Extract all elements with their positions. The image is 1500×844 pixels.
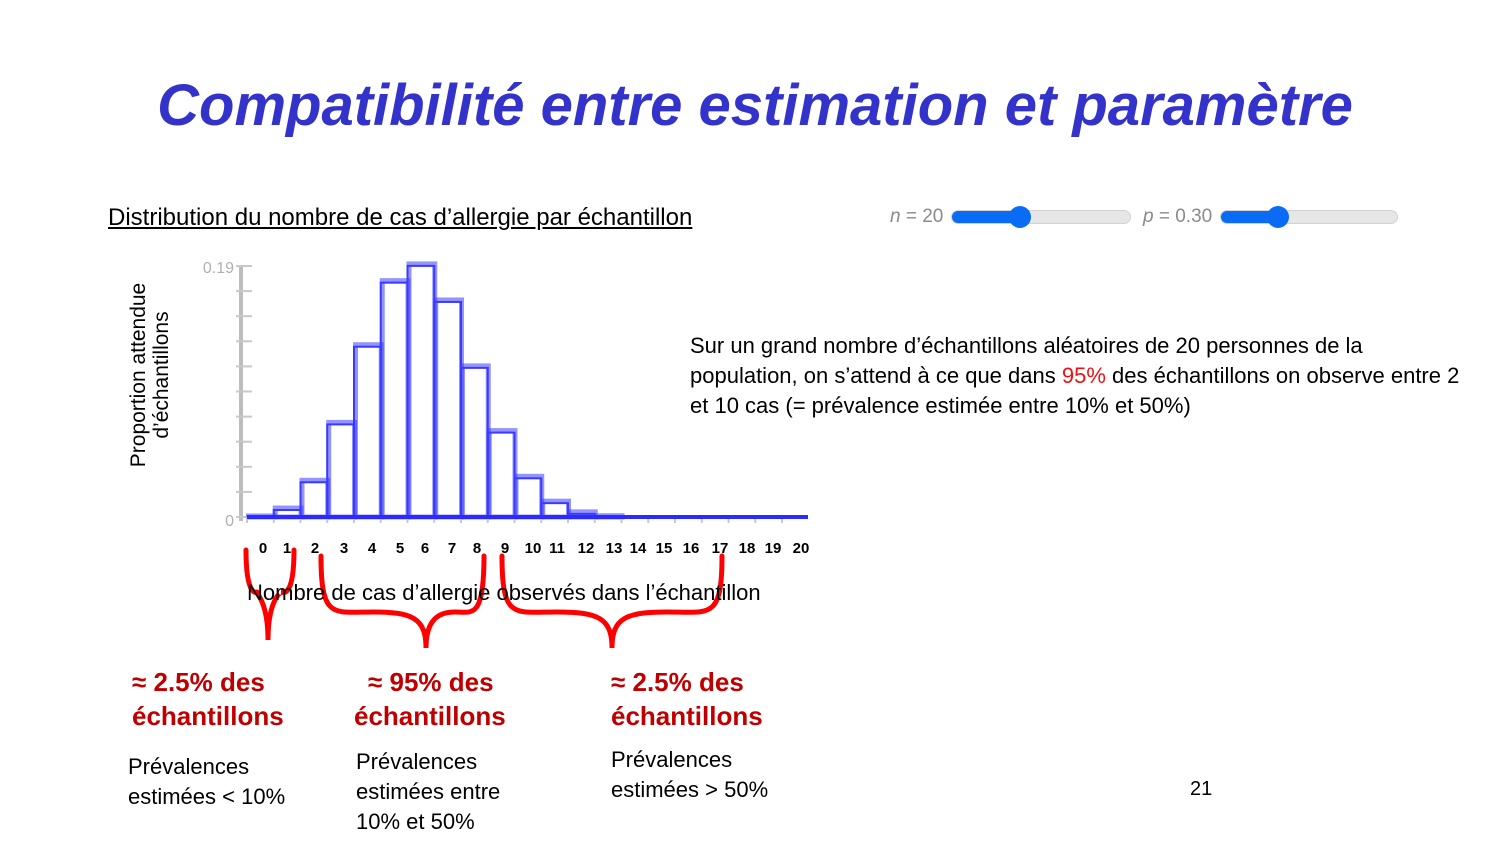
callout-upper-tail: ≈ 2.5% des échantillons (611, 667, 763, 731)
callout-lower-tail: ≈ 2.5% des échantillons (132, 667, 284, 731)
n-slider-thumb[interactable] (1009, 206, 1031, 228)
x-tick-label: 20 (792, 540, 810, 557)
x-tick-label: 10 (524, 540, 542, 557)
note-lower-tail: Prévalences estimées < 10% (128, 754, 286, 809)
explanation-text: Sur un grand nombre d’échantillons aléat… (690, 333, 1460, 418)
x-tick-label: 3 (339, 540, 349, 557)
p-slider-group: p = 0.30 (1143, 206, 1399, 228)
p-slider[interactable] (1220, 206, 1399, 228)
x-tick-label: 2 (310, 540, 320, 557)
n-slider[interactable] (951, 206, 1132, 228)
x-tick-label: 4 (367, 540, 377, 557)
y-axis: 0.19 0 (203, 260, 252, 530)
note-center: Prévalences estimées entre 10% et 50% (356, 749, 501, 834)
x-tick-label: 12 (577, 540, 595, 557)
x-tick-label: 15 (655, 540, 673, 557)
x-tick-label: 7 (447, 540, 457, 557)
x-tick-label: 14 (629, 540, 647, 557)
highlight-95: 95% (1061, 363, 1106, 388)
slide-title: Compatibilité entre estimation et paramè… (157, 73, 1353, 138)
n-slider-group: n = 20 (890, 206, 1132, 228)
svg-text:0.19: 0.19 (203, 260, 234, 277)
x-tick-label: 6 (420, 540, 430, 557)
x-tick-label: 11 (549, 540, 565, 557)
n-slider-label: n = 20 (890, 206, 944, 227)
svg-text:0: 0 (225, 513, 234, 530)
x-tick-label: 0 (258, 540, 268, 557)
x-tick-label: 9 (500, 540, 510, 557)
page-number: 21 (1190, 778, 1213, 800)
x-tick-label: 8 (472, 540, 482, 557)
histogram-bars (246, 261, 808, 523)
x-tick-label: 1 (282, 540, 292, 557)
x-tick-label: 19 (764, 540, 782, 557)
x-tick-label: 17 (711, 540, 729, 557)
p-slider-label: p = 0.30 (1143, 206, 1213, 227)
p-slider-fill (1221, 211, 1278, 223)
x-tick-label: 5 (395, 540, 405, 557)
n-slider-fill (952, 211, 1020, 223)
x-axis-label: Nombre de cas d’allergie observés dans l… (247, 580, 761, 605)
x-tick-label: 16 (682, 540, 700, 557)
callout-center: ≈ 95% des échantillons (354, 667, 506, 731)
p-slider-thumb[interactable] (1266, 206, 1289, 228)
note-upper-tail: Prévalences estimées > 50% (611, 747, 769, 802)
x-tick-label: 13 (605, 540, 623, 557)
x-tick-label: 18 (738, 540, 756, 557)
chart-subtitle: Distribution du nombre de cas d’allergie… (108, 204, 693, 231)
range-braces (243, 547, 725, 649)
